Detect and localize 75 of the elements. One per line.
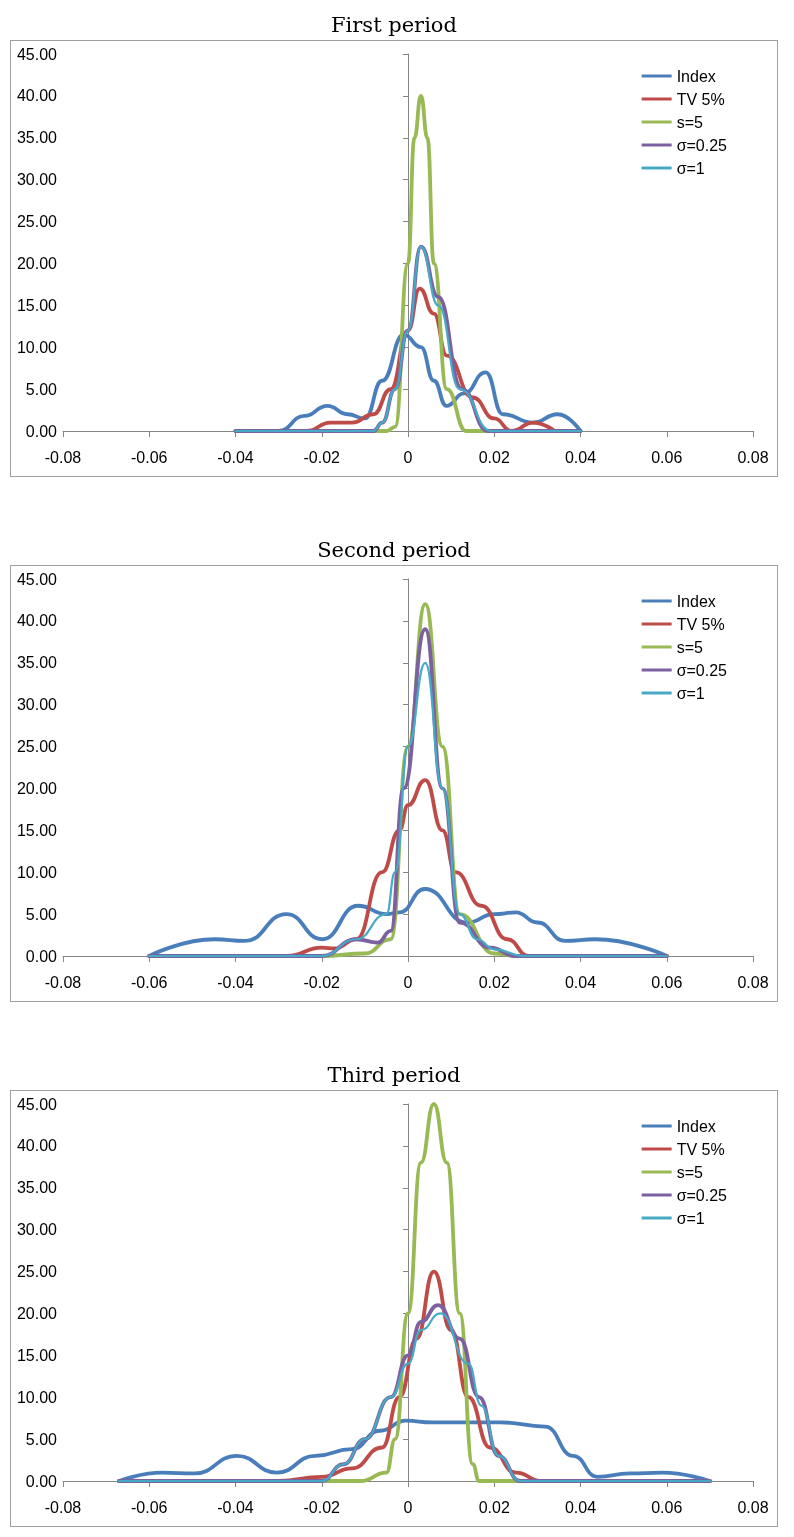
legend-label: TV 5% [676,90,725,108]
legend-label: TV 5% [676,1140,725,1158]
x-tick-label: 0.06 [651,973,683,991]
y-tick-label: 15.00 [16,821,58,839]
y-tick-label: 0.00 [25,1472,58,1490]
y-tick-label: 10.00 [16,338,58,356]
x-tick-label: -0.08 [44,973,82,991]
legend-label: σ=0.25 [676,661,728,679]
y-tick-label: 25.00 [16,1263,58,1281]
y-tick-label: 5.00 [25,905,58,923]
y-tick-label: 10.00 [16,1388,58,1406]
y-tick-label: 40.00 [16,1137,58,1155]
y-tick-label: 45.00 [16,570,58,588]
x-tick-label: -0.04 [217,973,254,991]
x-tick-label: 0.08 [737,448,769,466]
x-tick-label: 0.02 [478,973,510,991]
chart-title: First period [330,12,458,39]
y-tick-label: 30.00 [16,171,58,189]
y-tick-label: 45.00 [16,45,58,63]
y-tick-label: 30.00 [16,696,58,714]
x-tick-label: 0 [403,1498,413,1516]
x-tick-label: -0.08 [44,1498,82,1516]
y-tick-label: 45.00 [16,1095,58,1113]
chart-title: Third period [326,1062,462,1089]
legend-label: Index [676,67,716,85]
y-tick-label: 40.00 [16,612,58,630]
x-tick-label: -0.04 [217,1498,254,1516]
y-tick-label: 25.00 [16,738,58,756]
x-tick-label: -0.06 [131,973,168,991]
y-tick-label: 40.00 [16,87,58,105]
x-tick-label: 0.04 [564,973,597,991]
x-tick-label: 0.08 [737,973,769,991]
x-tick-label: 0.04 [564,1498,597,1516]
x-tick-label: 0.06 [651,448,683,466]
x-tick-label: 0.02 [478,1498,510,1516]
legend-label: Index [676,592,716,610]
y-tick-label: 20.00 [16,779,58,797]
legend-label: σ=1 [676,684,705,702]
legend-label: σ=1 [676,1209,705,1227]
x-tick-label: 0.06 [651,1498,683,1516]
y-tick-label: 5.00 [25,1430,58,1448]
x-tick-label: -0.06 [131,1498,168,1516]
y-tick-label: 35.00 [16,1179,58,1197]
legend-label: s=5 [676,1163,703,1181]
x-tick-label: -0.04 [217,448,254,466]
y-tick-label: 25.00 [16,213,58,231]
legend-label: σ=0.25 [676,136,728,154]
y-tick-label: 20.00 [16,254,58,272]
x-tick-label: 0.02 [478,448,510,466]
x-tick-label: -0.02 [303,1498,341,1516]
x-tick-label: -0.02 [303,448,341,466]
x-tick-label: 0.08 [737,1498,769,1516]
legend-label: Index [676,1117,716,1135]
legend-label: σ=0.25 [676,1186,728,1204]
x-tick-label: -0.08 [44,448,82,466]
y-tick-label: 35.00 [16,129,58,147]
y-tick-label: 35.00 [16,654,58,672]
chart-title: Second period [316,537,472,564]
y-tick-label: 10.00 [16,863,58,881]
x-tick-label: -0.02 [303,973,341,991]
x-tick-label: 0 [403,973,413,991]
legend-label: s=5 [676,113,703,131]
y-tick-label: 20.00 [16,1304,58,1322]
x-tick-label: 0.04 [564,448,597,466]
y-tick-label: 15.00 [16,296,58,314]
legend-label: σ=1 [676,159,705,177]
y-tick-label: 15.00 [16,1346,58,1364]
legend-label: TV 5% [676,615,725,633]
y-tick-label: 0.00 [25,947,58,965]
y-tick-label: 30.00 [16,1221,58,1239]
y-tick-label: 0.00 [25,422,58,440]
legend-label: s=5 [676,638,703,656]
x-tick-label: -0.06 [131,448,168,466]
x-tick-label: 0 [403,448,413,466]
y-tick-label: 5.00 [25,380,58,398]
